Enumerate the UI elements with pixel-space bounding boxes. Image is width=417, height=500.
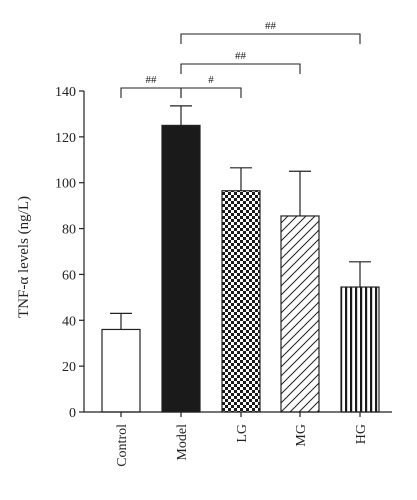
bar-model — [161, 124, 201, 413]
x-tick-label-control: Control — [115, 424, 130, 467]
y-tick-label: 80 — [62, 223, 76, 238]
y-tick-label: 0 — [69, 406, 76, 421]
bar-control — [101, 328, 141, 413]
x-tick-label-lg: LG — [235, 424, 250, 443]
sig-label-control-model: ## — [146, 74, 158, 86]
y-tick-label: 60 — [62, 268, 76, 283]
x-tick-label-model: Model — [175, 424, 190, 461]
sig-bracket-control-model — [120, 87, 182, 98]
y-axis-title: TNF-α levels (ng/L) — [16, 196, 32, 318]
sig-label-model-hg: ## — [265, 20, 277, 32]
y-tick-label: 120 — [55, 131, 76, 146]
x-tick-label-hg: HG — [354, 424, 369, 444]
bars — [101, 105, 380, 413]
y-tick-label: 40 — [62, 314, 76, 329]
sig-bracket-model-hg — [180, 33, 361, 44]
y-tick-label: 100 — [55, 177, 76, 192]
sig-bracket-model-lg — [180, 87, 242, 98]
sig-label-model-lg: # — [208, 74, 214, 86]
sig-label-model-mg: ## — [235, 50, 247, 62]
significance-brackets: ## ##### — [120, 20, 361, 98]
x-axis: Control Model LG MG HG — [84, 411, 392, 467]
y-tick-label: 140 — [55, 85, 76, 100]
x-tick-label-mg: MG — [294, 424, 309, 447]
y-tick-label: 20 — [62, 360, 76, 375]
bar-lg — [221, 190, 261, 413]
sig-bracket-model-mg — [180, 63, 301, 74]
bar-hg — [340, 286, 380, 413]
bar-mg — [280, 215, 320, 413]
y-axis: 0 20 40 60 80 100 120 140 — [55, 85, 85, 421]
